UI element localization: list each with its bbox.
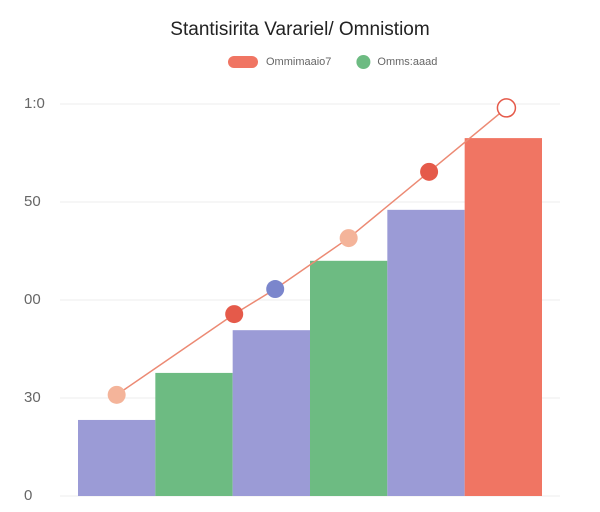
y-tick-label: 1:0: [24, 95, 45, 112]
legend-swatch: [356, 55, 371, 69]
point: [225, 305, 244, 324]
y-tick-label: 50: [24, 193, 41, 210]
point: [266, 280, 285, 299]
point: [496, 98, 517, 118]
line: [116, 107, 507, 396]
bar: [232, 330, 310, 496]
y-tick-label: 30: [24, 389, 41, 406]
point: [420, 162, 439, 181]
point: [339, 229, 358, 248]
y-tick-label: 00: [24, 291, 41, 308]
legend-label: Omms:aaad: [377, 56, 437, 68]
bar: [387, 209, 465, 496]
legend-label: Ommimaaio7: [266, 56, 331, 68]
bar: [310, 260, 388, 496]
y-tick-label: 0: [24, 487, 32, 504]
chart-title: Stantisirita Varariel/ Omnistiom: [170, 19, 429, 40]
bar: [78, 419, 156, 496]
bar: [464, 138, 542, 496]
legend-swatch: [228, 56, 258, 68]
point: [107, 385, 126, 404]
bar: [155, 372, 233, 496]
